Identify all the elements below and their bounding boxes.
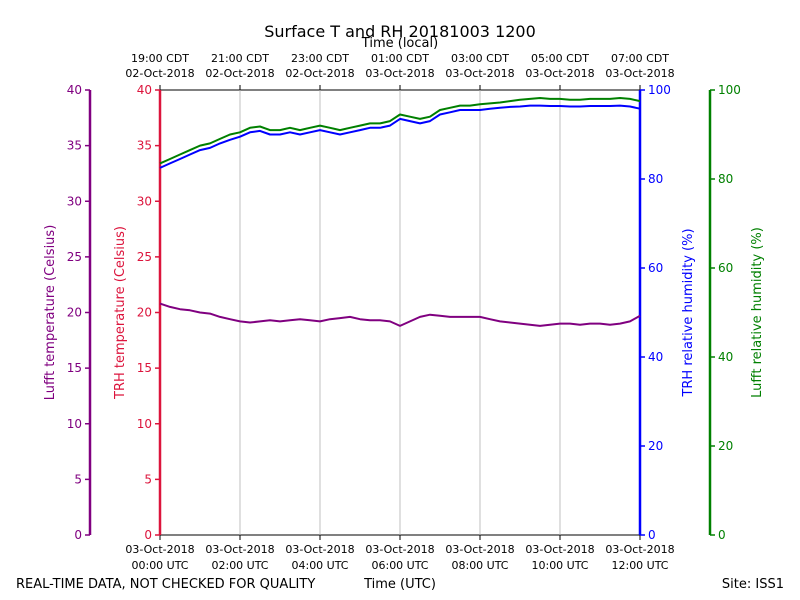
y-tick-label: 20 bbox=[137, 306, 152, 320]
bottom-axis-label: Time (UTC) bbox=[363, 577, 436, 592]
y-tick-label: 0 bbox=[718, 528, 726, 542]
x-tick-label-local-date: 03-Oct-2018 bbox=[445, 67, 514, 80]
x-tick-label-utc-date: 03-Oct-2018 bbox=[605, 543, 674, 556]
x-tick-label-local-time: 21:00 CDT bbox=[211, 52, 269, 65]
y-tick-label: 60 bbox=[718, 261, 733, 275]
x-tick-label-local-date: 02-Oct-2018 bbox=[205, 67, 274, 80]
y-tick-label: 10 bbox=[137, 417, 152, 431]
x-tick-label-utc-time: 08:00 UTC bbox=[451, 559, 508, 572]
x-tick-label-local-date: 03-Oct-2018 bbox=[365, 67, 434, 80]
y-tick-label: 40 bbox=[648, 350, 663, 364]
y-tick-label: 0 bbox=[74, 528, 82, 542]
x-tick-label-utc-date: 03-Oct-2018 bbox=[525, 543, 594, 556]
y-tick-label: 15 bbox=[67, 361, 82, 375]
x-tick-label-local-time: 05:00 CDT bbox=[531, 52, 589, 65]
y-tick-label: 0 bbox=[648, 528, 656, 542]
x-tick-label-utc-date: 03-Oct-2018 bbox=[365, 543, 434, 556]
x-tick-label-utc-time: 02:00 UTC bbox=[211, 559, 268, 572]
trh-t-axis-title: TRH temperature (Celsius) bbox=[113, 226, 128, 400]
x-tick-label-local-date: 02-Oct-2018 bbox=[125, 67, 194, 80]
x-tick-label-local-time: 23:00 CDT bbox=[291, 52, 349, 65]
top-axis-label: Time (local) bbox=[361, 36, 438, 51]
x-tick-label-local-date: 03-Oct-2018 bbox=[605, 67, 674, 80]
x-tick-label-local-time: 19:00 CDT bbox=[131, 52, 189, 65]
footer-right-text: Site: ISS1 bbox=[722, 577, 784, 592]
x-tick-label-utc-time: 06:00 UTC bbox=[371, 559, 428, 572]
series-line-trh-rh bbox=[159, 104, 641, 169]
y-tick-label: 25 bbox=[137, 250, 152, 264]
x-tick-label-local-time: 07:00 CDT bbox=[611, 52, 669, 65]
y-tick-label: 25 bbox=[67, 250, 82, 264]
x-tick-label-utc-time: 10:00 UTC bbox=[531, 559, 588, 572]
x-tick-label-utc-date: 03-Oct-2018 bbox=[445, 543, 514, 556]
x-tick-label-utc-date: 03-Oct-2018 bbox=[205, 543, 274, 556]
x-tick-label-local-time: 01:00 CDT bbox=[371, 52, 429, 65]
x-tick-label-local-time: 03:00 CDT bbox=[451, 52, 509, 65]
y-tick-label: 0 bbox=[144, 528, 152, 542]
footer-left-text: REAL-TIME DATA, NOT CHECKED FOR QUALITY bbox=[16, 577, 315, 592]
x-tick-label-utc-time: 12:00 UTC bbox=[611, 559, 668, 572]
series-line-lufft-t bbox=[159, 302, 641, 327]
x-tick-label-utc-date: 03-Oct-2018 bbox=[125, 543, 194, 556]
y-tick-label: 100 bbox=[648, 83, 671, 97]
x-tick-label-local-date: 03-Oct-2018 bbox=[525, 67, 594, 80]
y-tick-label: 5 bbox=[144, 472, 152, 486]
y-tick-label: 5 bbox=[74, 472, 82, 486]
y-tick-label: 35 bbox=[67, 139, 82, 153]
x-tick-label-local-date: 02-Oct-2018 bbox=[285, 67, 354, 80]
y-tick-label: 60 bbox=[648, 261, 663, 275]
y-tick-label: 20 bbox=[718, 439, 733, 453]
lufft-t-axis-title: Lufft temperature (Celsius) bbox=[43, 225, 58, 401]
y-tick-label: 30 bbox=[137, 194, 152, 208]
y-tick-label: 35 bbox=[137, 139, 152, 153]
y-tick-label: 100 bbox=[718, 83, 741, 97]
chart-title: Surface T and RH 20181003 1200 bbox=[264, 22, 536, 41]
y-tick-label: 80 bbox=[718, 172, 733, 186]
y-tick-label: 20 bbox=[67, 306, 82, 320]
x-tick-label-utc-time: 04:00 UTC bbox=[291, 559, 348, 572]
trh-rh-axis-title: TRH relative humidity (%) bbox=[681, 228, 696, 397]
y-tick-label: 20 bbox=[648, 439, 663, 453]
y-tick-label: 40 bbox=[718, 350, 733, 364]
y-tick-label: 10 bbox=[67, 417, 82, 431]
x-tick-label-utc-date: 03-Oct-2018 bbox=[285, 543, 354, 556]
y-tick-label: 30 bbox=[67, 194, 82, 208]
lufft-rh-axis-title: Lufft relative humidity (%) bbox=[750, 227, 765, 398]
y-tick-label: 40 bbox=[67, 83, 82, 97]
y-tick-label: 80 bbox=[648, 172, 663, 186]
x-tick-label-utc-time: 00:00 UTC bbox=[131, 559, 188, 572]
y-tick-label: 15 bbox=[137, 361, 152, 375]
series-line-lufft-rh bbox=[159, 97, 641, 165]
y-tick-label: 40 bbox=[137, 83, 152, 97]
